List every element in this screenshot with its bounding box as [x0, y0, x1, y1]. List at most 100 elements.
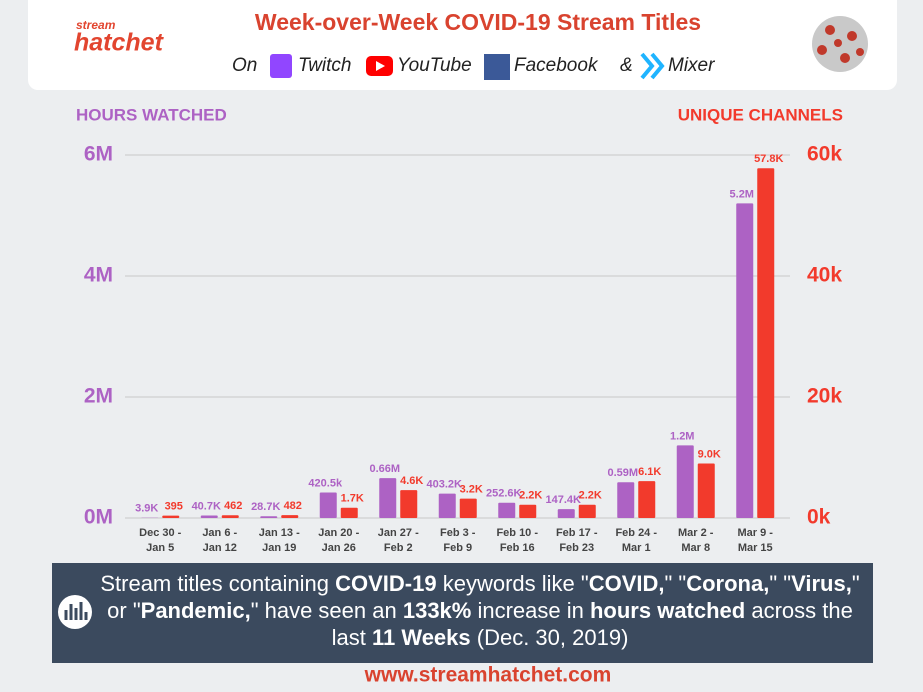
y-axis-label: HOURS WATCHED — [76, 105, 227, 124]
bar — [281, 515, 299, 518]
x-tick-label: Mar 9 - — [738, 527, 774, 539]
bar — [340, 507, 358, 518]
value-label: 0.66M — [369, 463, 400, 475]
logo-main: hatchet — [74, 29, 165, 57]
bar — [697, 463, 715, 518]
value-label: 147.4K — [546, 494, 582, 506]
bar — [617, 482, 635, 518]
value-label: 462 — [224, 500, 242, 512]
footer-run: (Dec. 30, 2019) — [470, 625, 629, 650]
x-tick-label: Jan 13 - — [259, 527, 300, 539]
platform: Mixer — [668, 55, 715, 76]
platform: Facebook — [514, 55, 599, 76]
bar — [557, 509, 575, 518]
value-label: 3.9K — [135, 503, 158, 515]
x-tick-label: Feb 17 - — [556, 527, 598, 539]
value-label: 3.2K — [460, 484, 483, 496]
bar — [200, 515, 218, 518]
value-label: 2.2K — [519, 490, 542, 502]
x-tick-label: Jan 19 — [262, 542, 296, 554]
bar — [379, 478, 397, 518]
bar — [400, 490, 418, 518]
bar — [221, 515, 239, 518]
bar — [459, 498, 477, 518]
value-label: 395 — [165, 501, 183, 513]
x-tick-label: Jan 26 — [322, 542, 356, 554]
footer-run: 11 Weeks — [371, 625, 471, 650]
y-tick-label: 0M — [84, 506, 113, 529]
y2-tick-label: 0k — [807, 506, 831, 529]
bar — [438, 493, 456, 518]
footer-run: keywords like " — [436, 571, 589, 596]
footer-run: Pandemic, — [140, 598, 251, 623]
x-tick-label: Mar 15 — [738, 542, 773, 554]
bar — [260, 516, 278, 518]
y2-tick-label: 40k — [807, 264, 842, 287]
value-label: 252.6K — [486, 488, 522, 500]
x-tick-label: Feb 24 - — [615, 527, 657, 539]
title: Week-over-Week COVID-19 Stream Titles — [255, 9, 701, 35]
platform: YouTube — [397, 55, 472, 76]
value-label: 403.2K — [427, 479, 463, 491]
footer-run: " " — [664, 571, 687, 596]
value-label: 0.59M — [607, 467, 638, 479]
footer-run: Virus, — [791, 571, 852, 596]
y-tick-label: 6M — [84, 143, 113, 166]
value-label: 40.7K — [192, 500, 221, 512]
bar — [162, 515, 180, 518]
value-label: 4.6K — [400, 475, 423, 487]
y2-axis-label: UNIQUE CHANNELS — [678, 105, 843, 124]
y-tick-label: 2M — [84, 385, 113, 408]
x-tick-label: Jan 27 - — [378, 527, 419, 539]
y-tick-label: 4M — [84, 264, 113, 287]
value-label: 9.0K — [698, 448, 721, 460]
x-tick-label: Feb 3 - — [440, 527, 476, 539]
value-label: 5.2M — [730, 188, 754, 200]
platform: Twitch — [298, 55, 351, 76]
x-tick-label: Dec 30 - — [139, 527, 182, 539]
bar — [578, 504, 596, 518]
footer-text: Stream titles containing COVID-19 keywor… — [95, 570, 865, 651]
footer-run: " " — [769, 571, 792, 596]
y2-tick-label: 20k — [807, 385, 842, 408]
value-label: 6.1K — [638, 466, 661, 478]
twitch-icon — [270, 54, 292, 78]
virus-icon — [812, 16, 868, 72]
x-tick-label: Feb 16 — [500, 542, 535, 554]
value-label: 420.5k — [308, 477, 343, 489]
subtitle-lead: On — [232, 55, 257, 76]
bar — [319, 492, 337, 518]
header-card — [28, 0, 897, 90]
bar — [757, 168, 775, 518]
value-label: 482 — [284, 500, 302, 512]
value-label: 28.7K — [251, 501, 280, 513]
footer-run: " have seen an — [250, 598, 403, 623]
x-tick-label: Jan 20 - — [318, 527, 359, 539]
value-label: 2.2K — [579, 490, 602, 502]
footer-box — [52, 563, 873, 663]
footer-run: COVID, — [588, 571, 665, 596]
x-tick-label: Feb 2 — [384, 542, 413, 554]
footer-run: increase in — [471, 598, 590, 623]
x-tick-label: Feb 23 — [559, 542, 594, 554]
bar — [638, 481, 656, 518]
footer-run: hours watched — [589, 598, 746, 623]
bar — [498, 502, 516, 518]
youtube-play — [376, 61, 385, 71]
url: www.streamhatchet.com — [364, 664, 612, 687]
x-tick-label: Jan 12 — [203, 542, 237, 554]
bar — [736, 203, 754, 518]
facebook-icon — [484, 54, 510, 80]
subtitle-joiner: & — [620, 55, 633, 76]
value-label: 1.2M — [670, 430, 694, 442]
x-tick-label: Mar 1 — [622, 542, 651, 554]
value-label: 1.7K — [341, 493, 364, 505]
mixer-icon — [640, 52, 665, 80]
x-tick-label: Mar 2 - — [678, 527, 714, 539]
bar — [676, 445, 694, 518]
footer-run: Stream titles containing — [100, 571, 336, 596]
footer-icon-bars — [64, 602, 88, 620]
x-tick-label: Mar 8 — [681, 542, 710, 554]
